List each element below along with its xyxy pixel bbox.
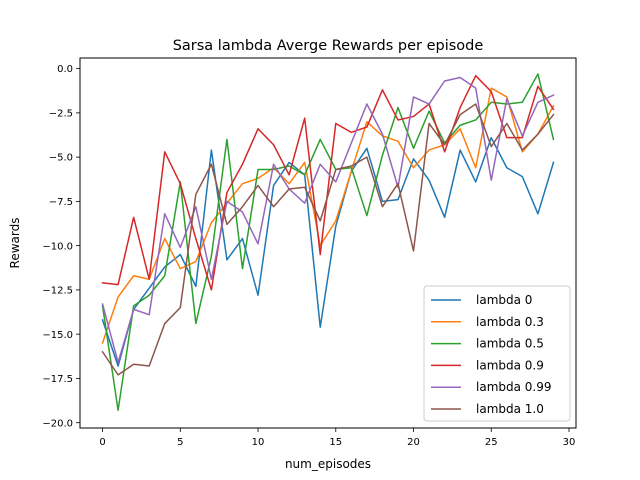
- y-tick-label: −2.5: [49, 108, 73, 119]
- x-tick-label: 20: [407, 437, 420, 448]
- legend-label: lambda 0: [476, 293, 532, 307]
- plot-frame: [79, 57, 577, 429]
- legend-label: lambda 0.3: [476, 315, 544, 329]
- x-tick-label: 10: [252, 437, 265, 448]
- series-line: [101, 76, 555, 364]
- chart-title: Sarsa lambda Averge Rewards per episode: [173, 38, 484, 54]
- series-line: [101, 103, 555, 376]
- y-tick-label: −7.5: [49, 197, 73, 208]
- x-tick-label: 0: [99, 437, 105, 448]
- x-axis-label: num_episodes: [285, 457, 371, 471]
- y-tick-label: −5.0: [49, 153, 73, 164]
- chart-legend: lambda 0 lambda 0.3 lambda 0.5 lambda 0.9 la…: [423, 285, 571, 422]
- y-tick-label: −17.5: [42, 374, 73, 385]
- x-tick-label: 15: [329, 437, 342, 448]
- series-lines: [101, 73, 555, 412]
- series-line: [101, 73, 555, 412]
- series-line: [101, 136, 555, 367]
- y-tick-label: −10.0: [42, 241, 73, 252]
- series-line: [101, 74, 555, 291]
- y-tick-label: 0.0: [57, 64, 73, 75]
- legend-label: lambda 0.9: [476, 358, 544, 372]
- legend-label: lambda 0.5: [476, 337, 544, 351]
- y-tick-label: −20.0: [42, 418, 73, 429]
- x-axis-ticks: 0 5 10 15 20 25 30: [99, 428, 575, 448]
- y-axis-ticks: 0.0 −2.5 −5.0 −7.5 −10.0 −12.5 −15.0 −17.5 −20.0: [42, 64, 80, 429]
- y-axis-label: Rewards: [8, 218, 22, 269]
- legend-items: lambda 0 lambda 0.3 lambda 0.5 lambda 0.9 la…: [431, 293, 552, 416]
- legend-label: lambda 1.0: [476, 402, 544, 416]
- legend-label: lambda 0.99: [476, 380, 552, 394]
- x-tick-label: 30: [563, 437, 576, 448]
- series-line: [101, 87, 555, 344]
- y-tick-label: −12.5: [42, 286, 73, 297]
- y-tick-label: −15.0: [42, 330, 73, 341]
- x-tick-label: 25: [485, 437, 498, 448]
- x-tick-label: 5: [177, 437, 183, 448]
